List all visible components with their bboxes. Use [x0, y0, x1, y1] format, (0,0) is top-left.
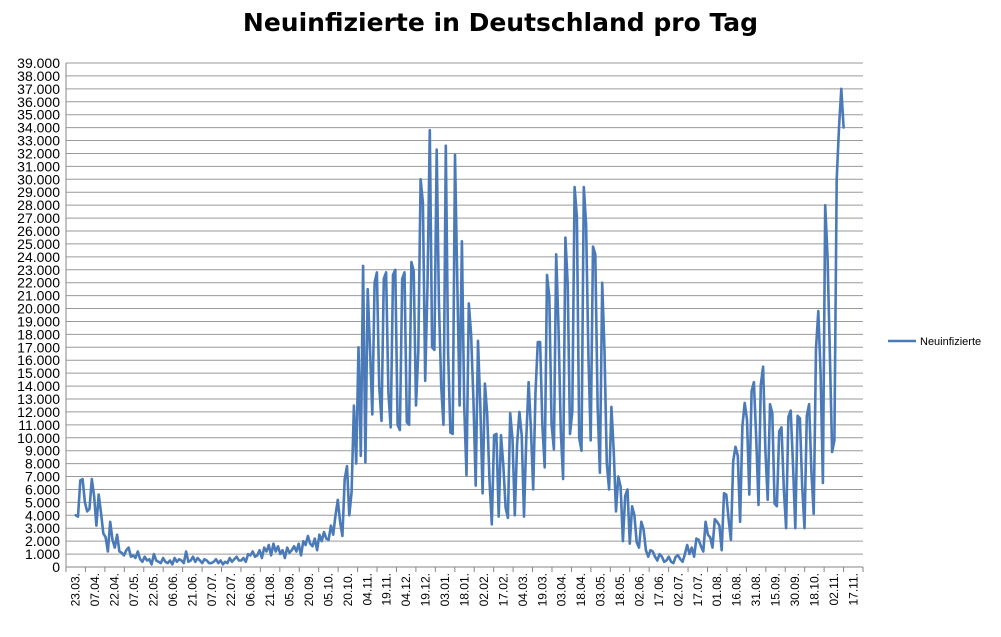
y-tick-label: 32.000 [17, 145, 60, 161]
y-tick-label: 13.000 [17, 391, 60, 407]
y-tick-label: 30.000 [17, 171, 60, 187]
y-tick-label: 23.000 [17, 262, 60, 278]
x-tick-label: 18.04. [574, 573, 588, 606]
x-tick-label: 07.04. [88, 573, 102, 606]
y-tick-label: 1.000 [25, 546, 60, 562]
y-tick-label: 16.000 [17, 352, 60, 368]
x-tick-label: 05.10. [321, 573, 335, 606]
y-tick-label: 25.000 [17, 236, 60, 252]
x-tick-label: 02.07. [671, 573, 685, 606]
legend-label: Neuinfizierte [920, 336, 981, 348]
y-tick-label: 37.000 [17, 81, 60, 97]
y-tick-label: 24.000 [17, 249, 60, 265]
x-tick-label: 30.09. [788, 573, 802, 606]
y-tick-label: 15.000 [17, 365, 60, 381]
y-tick-label: 9.000 [25, 443, 60, 459]
x-tick-label: 17.07. [691, 573, 705, 606]
y-tick-label: 4.000 [25, 507, 60, 523]
y-tick-label: 29.000 [17, 184, 60, 200]
x-tick-label: 01.08. [710, 573, 724, 606]
y-tick-label: 28.000 [17, 197, 60, 213]
x-tick-label: 20.10. [341, 573, 355, 606]
y-tick-label: 22.000 [17, 275, 60, 291]
x-tick-label: 19.03. [535, 573, 549, 606]
x-tick-label: 22.07. [224, 573, 238, 606]
y-tick-label: 39.000 [17, 55, 60, 71]
x-tick-label: 07.07. [205, 573, 219, 606]
x-tick-label: 17.11. [846, 573, 860, 605]
y-tick-label: 26.000 [17, 223, 60, 239]
y-tick-label: 0 [52, 559, 60, 575]
y-tick-label: 14.000 [17, 378, 60, 394]
x-tick-label: 16.08. [730, 573, 744, 606]
x-tick-label: 21.06. [185, 573, 199, 606]
y-axis-ticks: 01.0002.0003.0004.0005.0006.0007.0008.00… [17, 55, 60, 575]
x-tick-label: 31.08. [749, 573, 763, 606]
y-tick-label: 20.000 [17, 301, 60, 317]
x-tick-label: 22.04. [108, 573, 122, 606]
y-tick-label: 17.000 [17, 339, 60, 355]
x-tick-label: 06.08. [244, 573, 258, 606]
chart-title: Neuinfizierte in Deutschland pro Tag [242, 8, 759, 37]
x-tick-label: 05.09. [283, 573, 297, 606]
y-tick-label: 3.000 [25, 520, 60, 536]
y-tick-label: 38.000 [17, 68, 60, 84]
y-tick-label: 33.000 [17, 133, 60, 149]
y-tick-label: 35.000 [17, 107, 60, 123]
x-tick-label: 02.06. [632, 573, 646, 606]
y-tick-label: 2.000 [25, 533, 60, 549]
x-tick-label: 20.09. [302, 573, 316, 606]
x-tick-label: 17.06. [652, 573, 666, 606]
x-tick-label: 18.05. [613, 573, 627, 606]
x-tick-label: 03.05. [594, 573, 608, 606]
y-tick-label: 8.000 [25, 456, 60, 472]
x-tick-label: 21.08. [263, 573, 277, 606]
y-tick-label: 36.000 [17, 94, 60, 110]
x-tick-label: 04.03. [516, 573, 530, 606]
x-tick-label: 02.02. [477, 573, 491, 606]
x-tick-label: 04.12. [399, 573, 413, 606]
grid-lines [66, 62, 863, 555]
x-tick-label: 06.06. [166, 573, 180, 606]
y-tick-label: 27.000 [17, 210, 60, 226]
y-tick-label: 7.000 [25, 469, 60, 485]
x-tick-label: 19.12. [419, 573, 433, 606]
x-tick-label: 18.10. [807, 573, 821, 606]
y-tick-label: 10.000 [17, 430, 60, 446]
y-tick-label: 5.000 [25, 494, 60, 510]
x-tick-label: 22.05. [146, 573, 160, 606]
y-tick-label: 6.000 [25, 481, 60, 497]
legend: Neuinfizierte [888, 336, 981, 348]
x-tick-label: 19.11. [380, 573, 394, 605]
series-group [74, 87, 845, 566]
series-line-neuinfizierte [74, 87, 845, 566]
y-tick-label: 21.000 [17, 288, 60, 304]
x-axis-ticks: 23.03. 07.04. 22.04. 07.05. 22.05. 06.06. 21.0… [65, 567, 864, 606]
x-tick-label: 18.01. [458, 573, 472, 606]
x-tick-label: 03.01. [438, 573, 452, 606]
x-tick-label: 03.04. [555, 573, 569, 606]
x-tick-label: 17.02. [496, 573, 510, 606]
x-tick-label: 07.05. [127, 573, 141, 606]
y-tick-label: 12.000 [17, 404, 60, 420]
y-tick-label: 11.000 [18, 417, 60, 433]
x-tick-label: 15.09. [769, 573, 783, 606]
chart-axes [65, 63, 863, 568]
y-tick-label: 19.000 [17, 313, 60, 329]
x-tick-label: 23.03. [69, 573, 83, 606]
y-tick-label: 31.000 [17, 158, 60, 174]
x-tick-label: 02.11. [827, 573, 841, 605]
y-tick-label: 18.000 [17, 326, 60, 342]
y-tick-label: 34.000 [17, 120, 60, 136]
x-tick-label: 04.11. [360, 573, 374, 605]
